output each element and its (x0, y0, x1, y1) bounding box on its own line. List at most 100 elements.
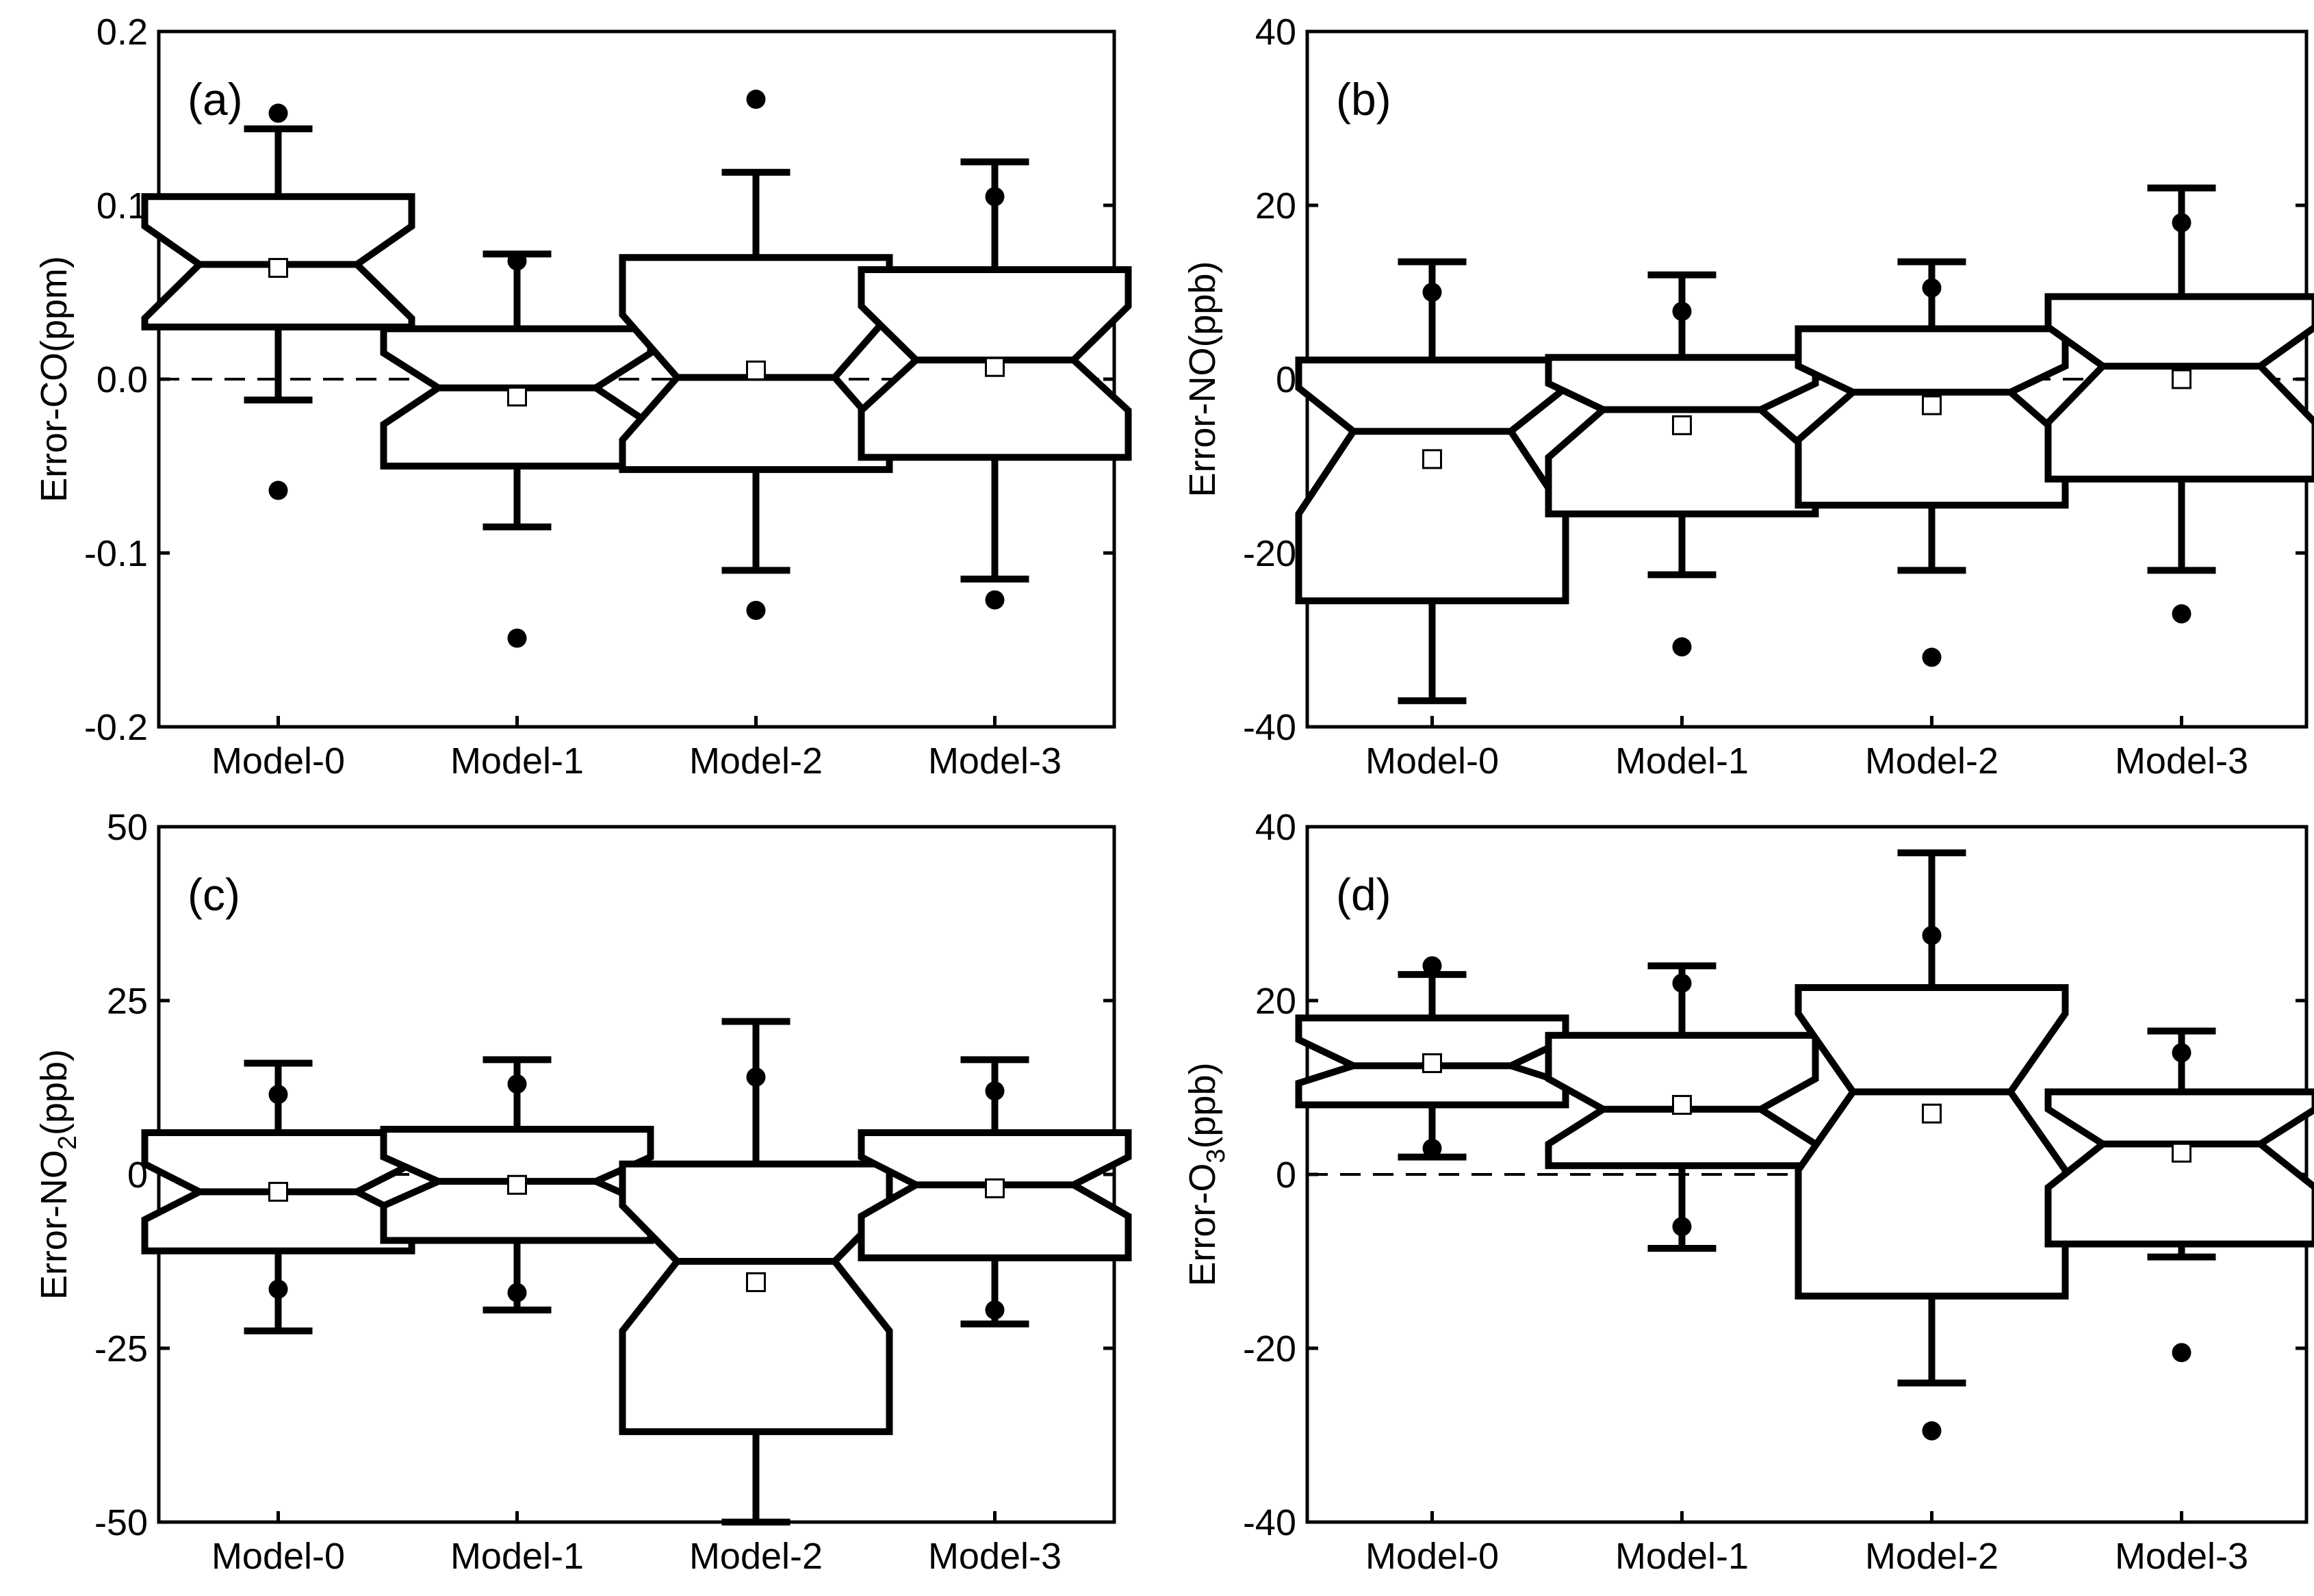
x-tick-label: Model-2 (1865, 1536, 1998, 1577)
outlier-point (746, 1067, 766, 1087)
y-tick-label: 0.2 (97, 12, 148, 53)
y-tick-label: -0.1 (84, 533, 148, 574)
outlier-point (268, 103, 288, 123)
outlier-point (985, 187, 1005, 207)
y-axis-label: Error-NO(ppb) (1182, 261, 1223, 497)
box (619, 1160, 893, 1435)
mean-marker (1922, 395, 1942, 415)
outlier-point (1922, 647, 1942, 667)
outlier-point (268, 1085, 288, 1105)
outlier-point (1422, 1138, 1442, 1158)
outlier-point (268, 1279, 288, 1299)
box (1545, 354, 1819, 517)
mean-marker (985, 357, 1005, 377)
y-axis-label: Error-O3(ppb) (1182, 1062, 1231, 1286)
outlier-point (507, 251, 527, 271)
x-tick-label: Model-0 (211, 741, 345, 782)
outlier-point (746, 90, 766, 110)
y-axis-label-subscript: 3 (1202, 1148, 1231, 1163)
x-tick-label: Model-3 (2115, 741, 2248, 782)
outlier-point (1672, 1217, 1692, 1237)
y-axis-label-main: Error-NO(ppb) (1182, 261, 1223, 497)
y-axis-label-main: Error-O (1182, 1163, 1223, 1287)
y-tick-label: -20 (1243, 1328, 1296, 1369)
y-tick-label: 20 (1255, 185, 1296, 227)
x-tick-label: Model-0 (1365, 741, 1499, 782)
y-axis-label-subscript: 2 (53, 1135, 82, 1150)
x-tick-label: Model-3 (928, 741, 1062, 782)
outlier-point (1422, 283, 1442, 302)
x-tick-label: Model-1 (1615, 1536, 1749, 1577)
x-tick-label: Model-2 (689, 741, 823, 782)
y-tick-label: 20 (1255, 981, 1296, 1022)
y-axis-label: Error-CO(ppm) (34, 256, 75, 502)
mean-marker (1672, 415, 1692, 435)
box (2044, 1088, 2314, 1248)
outlier-point (268, 480, 288, 500)
y-axis-label-unit: (ppb) (1182, 1062, 1223, 1148)
outlier-point (985, 1300, 1005, 1320)
x-tick-label: Model-2 (689, 1536, 823, 1577)
mean-marker (1672, 1094, 1692, 1115)
mean-marker (985, 1178, 1005, 1198)
y-tick-label: -40 (1243, 707, 1296, 748)
outlier-point (1672, 973, 1692, 993)
y-tick-label: 0.0 (97, 359, 148, 400)
x-tick-label: Model-1 (1615, 741, 1749, 782)
y-tick-label: 0 (1276, 1155, 1296, 1196)
outlier-point (746, 600, 766, 620)
outlier-point (1672, 301, 1692, 321)
y-tick-label: 40 (1255, 807, 1296, 848)
mean-marker (2172, 369, 2191, 389)
outlier-point (985, 590, 1005, 610)
outlier-point (1672, 637, 1692, 657)
outlier-point (2172, 213, 2191, 233)
panel-label: (b) (1336, 74, 1391, 125)
mean-marker (746, 1272, 766, 1292)
mean-marker (1922, 1103, 1942, 1124)
y-tick-label: -20 (1243, 533, 1296, 574)
outlier-point (507, 1283, 527, 1302)
outlier-point (1422, 956, 1442, 976)
y-axis-label-unit: (ppb) (34, 1049, 75, 1135)
x-tick-label: Model-1 (450, 741, 584, 782)
panel-a: -0.2 -0.1 0.0 0.1 0.2 Model-0 Model-1 Model-2 Mo… (34, 12, 1132, 782)
outlier-point (2172, 1343, 2191, 1363)
panel-label: (a) (188, 74, 243, 125)
mean-marker (268, 1181, 288, 1202)
y-tick-label: -50 (94, 1502, 148, 1543)
x-tick-label: Model-0 (1365, 1536, 1499, 1577)
mean-marker (2172, 1142, 2191, 1163)
panel-d: -40 -20 0 20 40 Model-0 Model-1 Model-2 Model-3 E… (1182, 807, 2314, 1577)
x-tick-label: Model-3 (928, 1536, 1062, 1577)
y-tick-label: 40 (1255, 12, 1296, 53)
panel-label: (d) (1336, 869, 1391, 920)
box (1795, 983, 2069, 1300)
y-tick-label: -25 (94, 1328, 148, 1369)
outlier-point (985, 1081, 1005, 1101)
outlier-point (2172, 1043, 2191, 1063)
panel-b: -40 -20 0 20 40 Model-0 Model-1 Model-2 Model-3 E… (1182, 12, 2314, 782)
mean-marker (1422, 449, 1442, 469)
outlier-point (1922, 925, 1942, 945)
x-tick-label: Model-2 (1865, 741, 1998, 782)
outlier-point (1922, 1421, 1942, 1441)
y-axis-label-main: Error-NO (34, 1150, 75, 1300)
outlier-point (2172, 604, 2191, 623)
y-axis-label: Error-NO2(ppb) (34, 1049, 82, 1300)
mean-marker (507, 1174, 527, 1195)
y-tick-label: -0.2 (84, 707, 148, 748)
y-axis-label-main: Error-CO(ppm) (34, 256, 75, 502)
outlier-point (1922, 278, 1942, 298)
y-tick-label: 0.1 (97, 185, 148, 227)
mean-marker (507, 386, 527, 407)
y-tick-label: 0 (1276, 359, 1296, 400)
mean-marker (746, 360, 766, 381)
y-tick-label: 25 (107, 981, 148, 1022)
mean-marker (268, 257, 288, 278)
y-tick-label: 50 (107, 807, 148, 848)
y-tick-label: -40 (1243, 1502, 1296, 1543)
box (1795, 325, 2069, 509)
